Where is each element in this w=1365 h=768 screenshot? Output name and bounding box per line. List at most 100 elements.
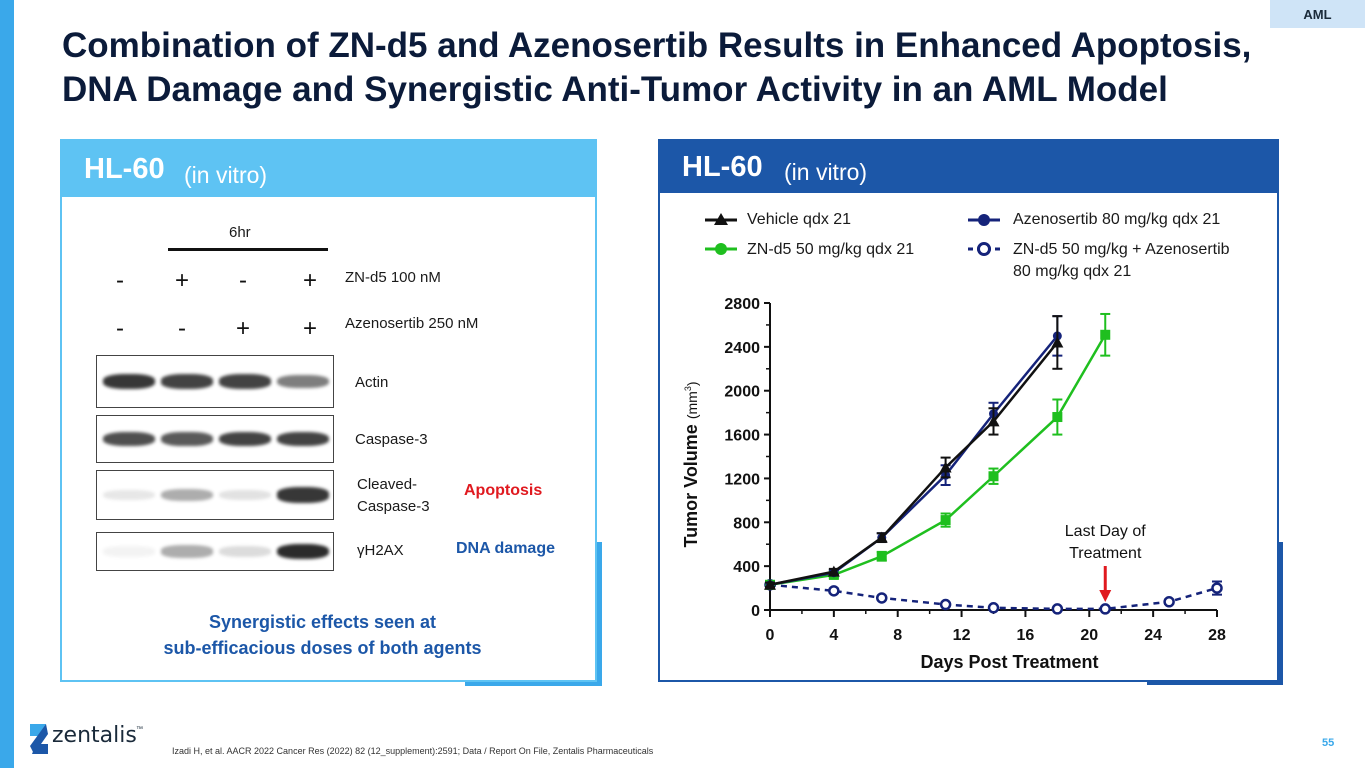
band-lane-4 xyxy=(277,543,329,560)
band-lane-2 xyxy=(161,488,213,502)
timepoint-bar xyxy=(168,248,328,251)
data-point xyxy=(939,461,952,473)
synergy-note: Synergistic effects seen at sub-efficaci… xyxy=(120,609,525,661)
y-tick-label: 800 xyxy=(733,515,760,532)
legend-marker-zn-d5 xyxy=(705,243,737,255)
band-lane-1 xyxy=(103,373,155,390)
zentalis-logo: zentalis ™ xyxy=(28,722,148,754)
left-accent-bar xyxy=(0,0,14,768)
data-point xyxy=(939,598,952,611)
y-tick-label: 2400 xyxy=(724,340,760,357)
legend-marker-vehicle xyxy=(705,213,737,225)
data-point xyxy=(828,585,840,597)
blot-cleaved-caspase-3 xyxy=(96,470,334,520)
x-axis-label: Days Post Treatment xyxy=(920,652,1098,672)
legend-markers xyxy=(705,213,1000,256)
legend-azenosertib: Azenosertib 80 mg/kg qdx 21 xyxy=(1013,211,1221,228)
synergy-note-line-1: Synergistic effects seen at xyxy=(208,612,437,632)
data-point xyxy=(1052,412,1063,423)
right-panel-heading: HL-60 xyxy=(682,151,763,183)
sign-row2-lane3: + xyxy=(235,315,250,342)
data-point xyxy=(876,592,888,604)
right-panel: HL-60 (in vitro) xyxy=(658,139,1279,682)
data-point xyxy=(876,551,887,562)
blot-label-actin: Actin xyxy=(355,374,389,391)
blot-label-gh2ax: γH2AX xyxy=(357,542,404,559)
sign-row2-lane1: - xyxy=(116,315,124,342)
sign-row1-lane2: + xyxy=(174,267,189,294)
legend-combination: ZN-d5 50 mg/kg + Azenosertib 80 mg/kg qd… xyxy=(1013,241,1230,280)
y-tick-label: 1200 xyxy=(724,471,760,488)
treatment-label-azenosertib: Azenosertib 250 nM xyxy=(345,315,479,332)
right-panel-header: HL-60 (in vitro) xyxy=(660,141,1277,193)
slide-title: Combination of ZN-d5 and Azenosertib Res… xyxy=(62,24,1302,112)
apoptosis-label: Apoptosis xyxy=(464,482,543,499)
series-line-1 xyxy=(769,335,1059,587)
x-tick-label: 28 xyxy=(1208,627,1226,644)
band-lane-2 xyxy=(161,545,213,558)
sign-row2-lane4: + xyxy=(302,315,317,342)
y-tick-label: 0 xyxy=(751,603,760,620)
data-point xyxy=(1051,603,1064,615)
left-panel-heading-sub: (in vitro) xyxy=(184,162,268,188)
sign-row1-lane4: + xyxy=(302,267,317,294)
right-panel-heading-sub: (in vitro) xyxy=(784,159,868,185)
band-lane-3 xyxy=(219,546,271,557)
band-lane-1 xyxy=(103,489,155,501)
data-point xyxy=(1099,603,1111,615)
band-lane-3 xyxy=(219,489,271,501)
left-panel-header: HL-60 (in vitro) xyxy=(62,141,595,197)
data-point xyxy=(1051,336,1064,348)
x-tick-label: 4 xyxy=(829,627,838,644)
blot-actin xyxy=(96,355,334,408)
data-point xyxy=(1163,596,1175,608)
left-panel: HL-60 (in vitro) xyxy=(60,139,597,682)
band-lane-2 xyxy=(161,374,213,389)
band-lane-4 xyxy=(277,374,329,389)
x-tick-label: 20 xyxy=(1080,627,1098,644)
legend-zn-d5: ZN-d5 50 mg/kg qdx 21 xyxy=(747,241,915,258)
annotation-line-2: Treatment xyxy=(1069,545,1142,562)
y-tick-label: 2800 xyxy=(724,296,760,313)
legend-marker-combination xyxy=(968,242,1000,256)
sign-row1-lane1: - xyxy=(116,267,124,294)
left-panel-heading: HL-60 xyxy=(84,153,165,185)
title-line-1: Combination of ZN-d5 and Azenosertib Res… xyxy=(62,26,1252,65)
x-tick-label: 16 xyxy=(1017,627,1035,644)
band-lane-1 xyxy=(103,546,155,557)
x-tick-label: 24 xyxy=(1144,627,1162,644)
data-point xyxy=(1100,329,1111,340)
data-point xyxy=(1211,582,1223,594)
data-point xyxy=(940,515,951,526)
blot-gh2ax xyxy=(96,532,334,571)
blot-caspase-3 xyxy=(96,415,334,463)
blot-label-cleaved-caspase-3: Cleaved- Caspase-3 xyxy=(357,476,430,515)
tumor-volume-chart: 0 400 800 1200 1600 2000 2400 2800 0 4 8 12 16 20 24 28… xyxy=(681,296,1226,672)
treatment-label-zn-d5: ZN-d5 100 nM xyxy=(345,269,441,286)
y-tick-label: 2000 xyxy=(724,384,760,401)
zentalis-logo-text: zentalis xyxy=(52,723,137,748)
data-point xyxy=(987,415,1000,427)
band-lane-4 xyxy=(277,431,329,447)
x-tick-label: 8 xyxy=(893,627,902,644)
data-point xyxy=(875,531,888,543)
y-tick-label: 400 xyxy=(733,559,760,576)
footer-citation: Izadi H, et al. AACR 2022 Cancer Res (20… xyxy=(172,746,654,756)
zentalis-logo-trademark: ™ xyxy=(136,726,143,733)
blot-label-caspase-3: Caspase-3 xyxy=(355,431,428,448)
zentalis-logo-mark-icon xyxy=(30,724,48,754)
band-lane-1 xyxy=(103,431,155,447)
title-line-2: DNA Damage and Synergistic Anti-Tumor Ac… xyxy=(62,70,1168,109)
dna-damage-label: DNA damage xyxy=(456,540,555,557)
aml-tag: AML xyxy=(1270,0,1365,28)
annotation-arrow-head xyxy=(1099,590,1112,602)
x-tick-label: 12 xyxy=(953,627,971,644)
synergy-note-line-2: sub-efficacious doses of both agents xyxy=(163,638,482,658)
legend-vehicle: Vehicle qdx 21 xyxy=(747,211,852,228)
band-lane-4 xyxy=(277,487,329,503)
series-line-2 xyxy=(769,334,1107,587)
series-line-0 xyxy=(769,341,1059,587)
sign-row2-lane2: - xyxy=(178,315,186,342)
data-point xyxy=(827,565,840,577)
band-lane-3 xyxy=(219,431,271,447)
